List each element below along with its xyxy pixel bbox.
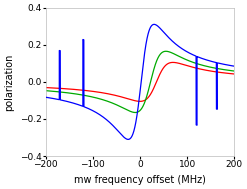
- Y-axis label: polarization: polarization: [4, 53, 14, 111]
- X-axis label: mw frequency offset (MHz): mw frequency offset (MHz): [74, 175, 206, 185]
